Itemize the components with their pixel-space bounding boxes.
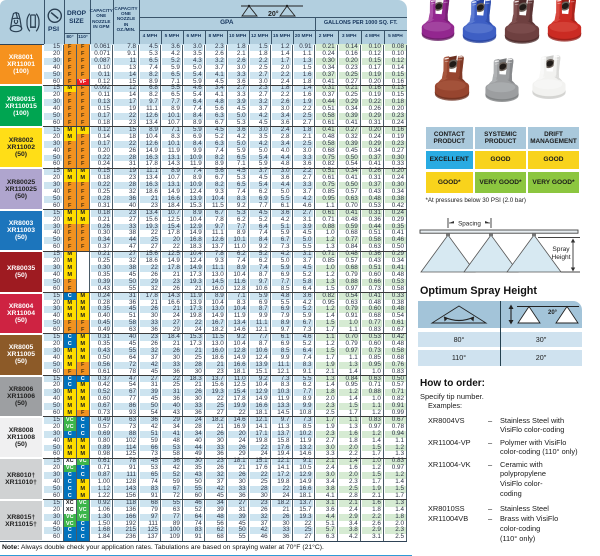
svg-text:20°: 20° (548, 310, 558, 316)
svg-text:20°: 20° (268, 10, 279, 18)
svg-text:Spacing: Spacing (458, 221, 481, 228)
